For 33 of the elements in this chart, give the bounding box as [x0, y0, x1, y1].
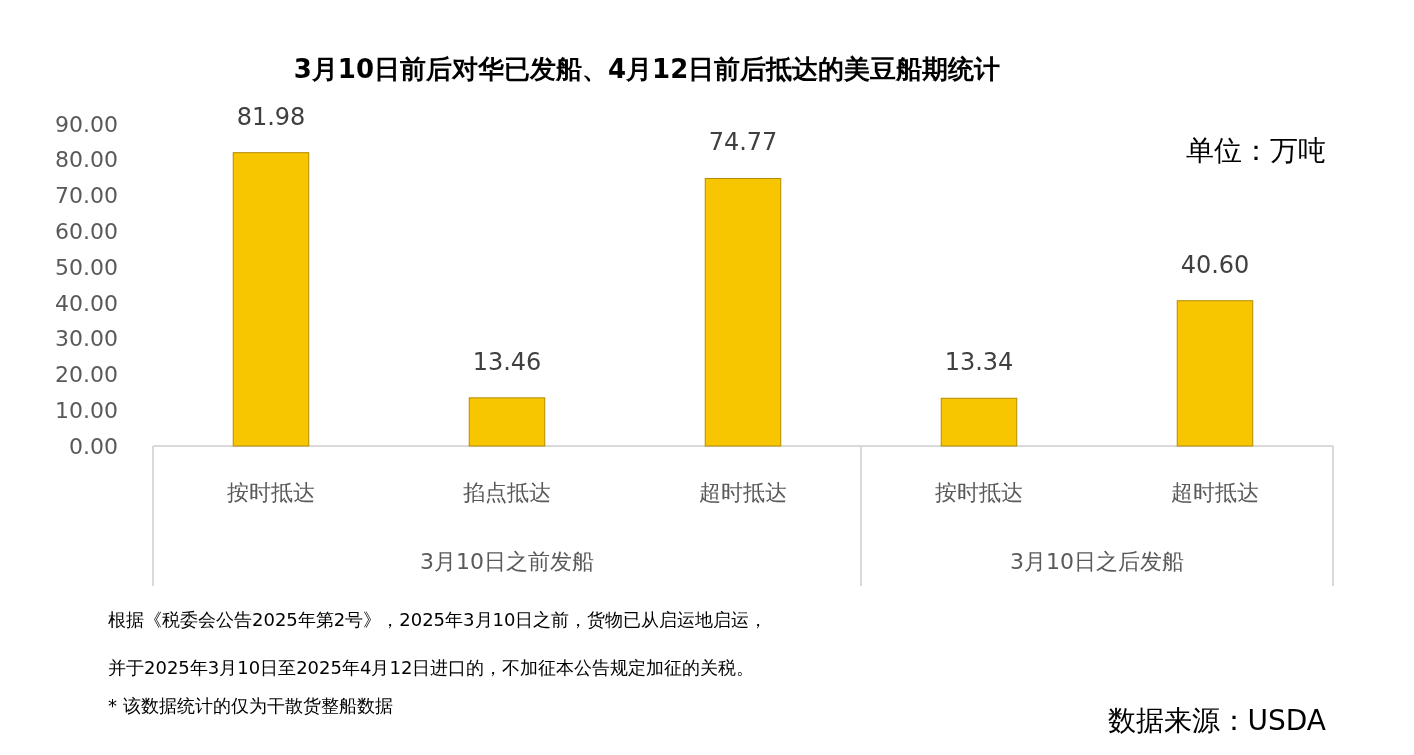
source-note: 数据来源：USDA	[1107, 703, 1326, 737]
x-tick-label: 超时抵达	[699, 479, 787, 505]
y-tick-label: 10.00	[55, 397, 118, 423]
y-tick-label: 0.00	[69, 433, 118, 459]
bar	[1176, 300, 1254, 447]
data-label: 40.60	[1180, 250, 1250, 279]
x-tick-label: 按时抵达	[935, 479, 1023, 505]
bar	[940, 397, 1018, 447]
bar	[704, 177, 782, 447]
annotation: 单位：万吨	[1186, 133, 1326, 167]
data-label: 74.77	[708, 128, 778, 157]
text: 3月10日之后发船	[1010, 548, 1184, 574]
text: 并于2025年3月10日至2025年4月12日进口的，不加征本公告规定加征的关税。	[108, 657, 755, 679]
y-tick-label: 40.00	[55, 290, 118, 316]
data-label: 13.46	[472, 347, 542, 376]
data-label: 81.98	[236, 102, 306, 131]
y-tick-label: 90.00	[55, 111, 118, 137]
x-tick-label: 按时抵达	[227, 479, 315, 505]
y-tick-label: 30.00	[55, 326, 118, 352]
text: 根据《税委会公告2025年第2号》，2025年3月10日之前，货物已从启运地启运，	[108, 609, 768, 631]
y-tick-label: 60.00	[55, 219, 118, 245]
bar	[468, 397, 546, 447]
chart-title: 3月10日前后对华已发船、4月12日前后抵达的美豆船期统计	[293, 54, 1001, 84]
x-tick-label: 超时抵达	[1171, 479, 1259, 505]
y-tick-label: 50.00	[55, 254, 118, 280]
y-tick-label: 20.00	[55, 362, 118, 388]
y-tick-label: 70.00	[55, 183, 118, 209]
bar	[232, 152, 310, 447]
text: * 该数据统计的仅为干散货整船数据	[108, 695, 393, 717]
text: 3月10日之前发船	[420, 548, 594, 574]
x-tick-label: 掐点抵达	[463, 479, 551, 505]
y-tick-label: 80.00	[55, 147, 118, 173]
data-label: 13.34	[944, 348, 1014, 377]
